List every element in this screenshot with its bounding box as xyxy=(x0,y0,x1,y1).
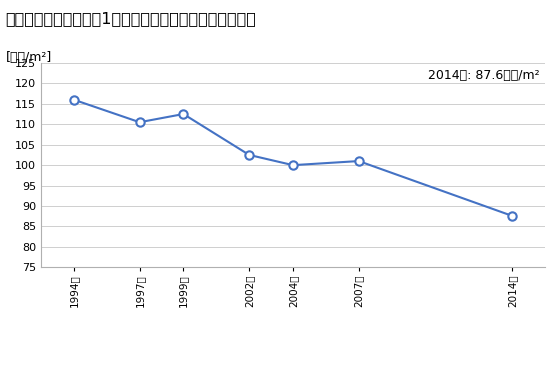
Text: [万円/m²]: [万円/m²] xyxy=(6,51,52,64)
Text: 飲食料品小売業の店舗1平米当たり年間商品販売額の推移: 飲食料品小売業の店舗1平米当たり年間商品販売額の推移 xyxy=(6,11,256,26)
Text: 2014年: 87.6万円/m²: 2014年: 87.6万円/m² xyxy=(428,69,540,82)
